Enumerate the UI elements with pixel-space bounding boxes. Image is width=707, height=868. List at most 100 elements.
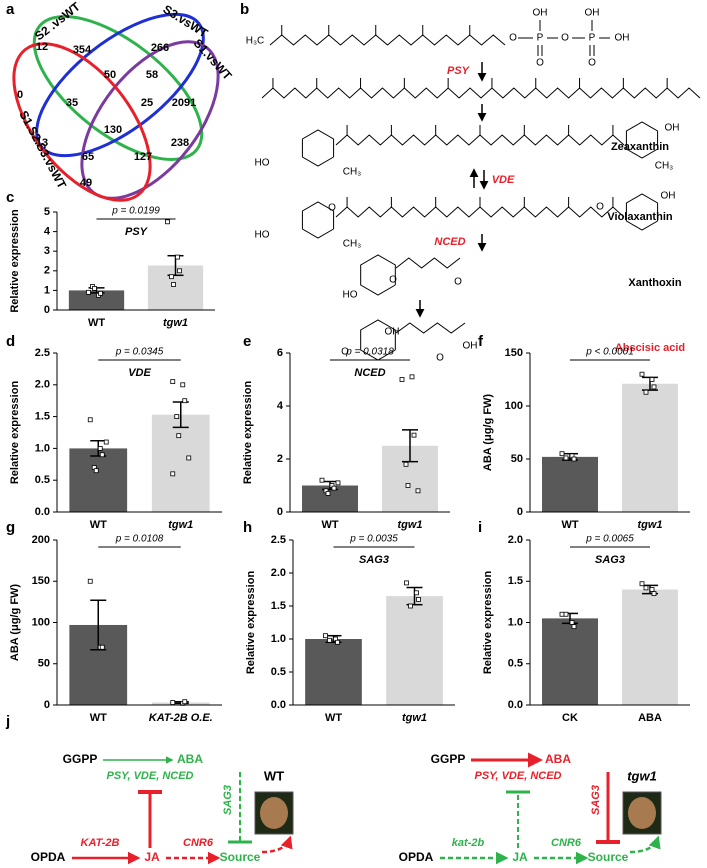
chart-title: NCED <box>354 367 385 379</box>
data-point <box>651 384 657 390</box>
data-point <box>335 639 340 645</box>
data-point <box>335 480 341 486</box>
y-tick-label: 200 <box>32 534 50 546</box>
x-tick-label: KAT-2B O.E. <box>149 712 213 724</box>
data-point <box>571 624 577 630</box>
bar <box>305 639 362 705</box>
y-tick-label: 0 <box>277 506 283 518</box>
y-tick-label: 3 <box>44 245 50 257</box>
data-point <box>99 644 105 650</box>
node: OPDA <box>399 850 434 864</box>
data-point <box>409 374 415 380</box>
venn-count: 25 <box>141 97 153 109</box>
atom-label: OH <box>615 33 630 44</box>
data-point <box>170 379 176 385</box>
data-point <box>571 456 577 462</box>
data-point <box>180 382 186 388</box>
x-tick-label: tgw1 <box>163 317 188 329</box>
x-tick-label: WT <box>90 519 107 531</box>
data-point <box>186 455 192 461</box>
node: GGPP <box>63 752 98 766</box>
ring <box>301 201 335 239</box>
ring <box>625 121 659 159</box>
atom-label: O <box>389 275 397 286</box>
venn-count: 12 <box>36 41 48 53</box>
atom-label: O <box>341 347 349 358</box>
y-tick-label: 4 <box>44 226 51 238</box>
bar <box>151 414 210 512</box>
y-axis-label: Relative expression <box>245 571 257 675</box>
y-tick-label: 0 <box>517 506 523 518</box>
data-point <box>649 377 655 382</box>
x-tick-label: tgw1 <box>168 519 193 531</box>
y-axis-label: Relative expression <box>482 571 494 675</box>
gene: kat-2b <box>452 837 485 849</box>
p-value: p = 0.0318 <box>345 347 394 358</box>
bond <box>269 34 506 46</box>
venn-count: 50 <box>104 69 116 81</box>
y-axis-label: Relative expression <box>9 209 21 313</box>
y-tick-label: 2.5 <box>271 534 286 546</box>
atom-label: HO <box>255 230 270 241</box>
atom-label: O <box>596 202 604 213</box>
data-point <box>404 580 409 586</box>
bar <box>542 456 598 512</box>
data-point <box>414 590 419 596</box>
ring <box>625 193 659 231</box>
data-point <box>171 282 176 287</box>
y-axis-label: Relative expression <box>9 381 21 485</box>
venn-count: 354 <box>73 44 92 56</box>
data-point <box>98 290 103 296</box>
atom-label: O <box>588 58 596 69</box>
venn-set-label: S3.vsWT <box>161 2 211 41</box>
data-point <box>87 417 93 423</box>
gene: SAG3 <box>590 785 602 815</box>
bond <box>395 322 466 334</box>
bond <box>335 134 625 146</box>
data-point <box>559 451 565 457</box>
venn-count: 238 <box>171 137 189 149</box>
y-tick-label: 2 <box>44 265 50 277</box>
x-tick-label: tgw1 <box>402 712 427 724</box>
data-point <box>177 268 182 274</box>
data-point <box>411 432 417 438</box>
data-point <box>415 488 421 494</box>
bar <box>622 383 678 512</box>
data-point <box>174 414 180 420</box>
compound-name: Abscisic acid <box>615 342 685 354</box>
y-tick-label: 2.0 <box>508 534 523 546</box>
y-tick-label: 0.0 <box>508 699 523 711</box>
venn-count: 127 <box>134 151 152 163</box>
p-value: p = 0.0108 <box>115 534 164 545</box>
y-tick-label: 0 <box>44 699 50 711</box>
enzymes: PSY, VDE, NCED <box>474 770 561 782</box>
x-tick-label: WT <box>90 712 107 724</box>
data-point <box>175 254 180 260</box>
x-tick-label: WT <box>88 317 105 329</box>
node: OPDA <box>31 850 66 864</box>
y-tick-label: 50 <box>511 453 523 465</box>
y-tick-label: 5 <box>44 206 50 218</box>
bond <box>335 206 625 218</box>
venn-count: 49 <box>80 177 92 189</box>
y-tick-label: 150 <box>505 347 523 359</box>
data-point <box>559 611 565 617</box>
data-point <box>643 389 649 395</box>
gene: CNR6 <box>551 837 582 849</box>
seed <box>260 797 288 829</box>
y-tick-label: 0 <box>44 304 50 316</box>
venn-set-outline <box>32 15 204 161</box>
data-point <box>182 699 188 705</box>
atom-label: OH <box>463 341 478 352</box>
data-point <box>323 633 328 639</box>
y-axis-label: ABA (μg/g FW) <box>9 584 21 662</box>
bar <box>386 596 443 705</box>
error-bar <box>402 429 418 463</box>
data-point <box>97 445 103 451</box>
data-point <box>103 439 109 445</box>
venn-count: 13 <box>36 137 48 149</box>
bar <box>622 589 678 705</box>
data-point <box>403 461 409 467</box>
atom-label: O <box>454 277 462 288</box>
